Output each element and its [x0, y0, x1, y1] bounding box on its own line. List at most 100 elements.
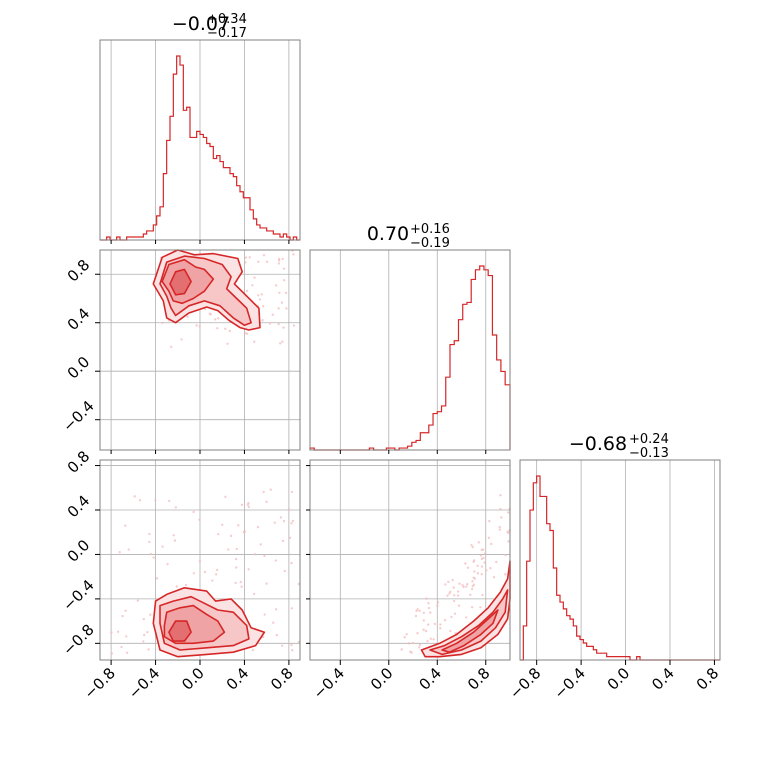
scatter-point: [224, 327, 227, 331]
scatter-point: [252, 592, 256, 596]
xtick-label: −0.4: [550, 664, 588, 702]
scatter-point: [407, 642, 411, 645]
scatter-point: [449, 590, 452, 593]
scatter-point: [418, 643, 422, 647]
scatter-point: [465, 616, 468, 619]
scatter-point: [226, 342, 229, 345]
scatter-point: [180, 338, 183, 341]
scatter-point: [461, 584, 464, 587]
scatter-point: [282, 519, 286, 523]
ytick-label: 0.4: [64, 304, 94, 334]
scatter-point: [479, 554, 483, 557]
scatter-point: [405, 633, 408, 636]
scatter-point: [208, 312, 212, 315]
scatter-point: [450, 615, 453, 619]
scatter-point: [277, 307, 280, 310]
scatter-point: [149, 613, 152, 616]
scatter-point: [290, 607, 293, 610]
scatter-point: [432, 638, 435, 641]
scatter-point: [217, 317, 220, 320]
xtick-label: 0.8: [693, 664, 723, 694]
scatter-point: [439, 623, 442, 626]
scatter-point: [227, 548, 230, 551]
scatter-point: [247, 505, 251, 509]
scatter-point: [265, 260, 269, 264]
scatter-point: [290, 643, 293, 647]
scatter-point: [263, 613, 266, 616]
scatter-point: [429, 637, 433, 640]
scatter-point: [439, 627, 442, 630]
scatter-point: [247, 501, 250, 505]
scatter-point: [251, 648, 255, 652]
scatter-point: [280, 301, 284, 304]
scatter-point: [274, 559, 278, 562]
scatter-point: [198, 518, 201, 521]
scatter-point: [229, 534, 233, 538]
scatter-point: [269, 488, 272, 491]
scatter-point: [427, 601, 430, 605]
scatter-point: [195, 324, 198, 327]
scatter-point: [449, 629, 452, 633]
scatter-point: [452, 586, 455, 589]
scatter-point: [451, 578, 454, 582]
scatter-point: [416, 608, 419, 611]
scatter-point: [495, 560, 498, 564]
panel-frame-2-1: [309, 459, 511, 661]
scatter-point: [127, 548, 130, 551]
scatter-point: [216, 327, 219, 330]
scatter-point: [490, 542, 493, 546]
scatter-point: [253, 553, 257, 556]
scatter-point: [456, 594, 460, 597]
title-param-2-minus: −0.13: [629, 446, 669, 461]
scatter-point: [453, 594, 456, 597]
scatter-point: [242, 530, 246, 534]
scatter-point: [148, 532, 151, 536]
scatter-point: [485, 569, 488, 572]
scatter-point: [110, 652, 114, 655]
scatter-point: [215, 568, 219, 572]
scatter-point: [278, 291, 281, 294]
scatter-point: [118, 551, 121, 554]
scatter-point: [265, 500, 268, 504]
ytick-label: −0.4: [59, 397, 97, 435]
scatter-point: [186, 315, 189, 318]
scatter-point: [161, 321, 164, 325]
scatter-point: [281, 340, 284, 343]
scatter-point: [480, 548, 483, 551]
scatter-point: [154, 499, 157, 502]
scatter-point: [414, 614, 418, 618]
xtick-label: −0.4: [310, 664, 348, 702]
xtick-label: 0.8: [267, 664, 297, 694]
scatter-point: [133, 495, 136, 498]
scatter-point: [237, 524, 240, 527]
scatter-point: [271, 313, 274, 316]
scatter-point: [245, 289, 249, 293]
scatter-point: [244, 256, 248, 259]
scatter-point: [272, 621, 275, 624]
scatter-point: [234, 581, 237, 585]
scatter-point: [292, 324, 296, 327]
scatter-point: [427, 623, 430, 626]
scatter-point: [170, 345, 173, 349]
scatter-point: [285, 307, 288, 310]
ytick-label: 0.8: [64, 256, 94, 286]
scatter-point: [234, 557, 238, 561]
xtick-label: −0.8: [506, 664, 544, 702]
contour-level: [441, 609, 499, 654]
contour-level: [169, 268, 192, 296]
scatter-point: [136, 599, 140, 602]
scatter-point: [168, 499, 171, 503]
contour-level: [168, 620, 192, 642]
ytick-label: 0.8: [64, 447, 94, 477]
scatter-point: [138, 498, 142, 502]
xtick-label: 0.4: [416, 664, 446, 694]
xtick-label: 0.4: [648, 664, 678, 694]
scatter-point: [500, 516, 503, 519]
scatter-point: [458, 582, 461, 585]
scatter-point: [473, 570, 476, 573]
scatter-point: [257, 260, 260, 264]
scatter-point: [198, 560, 202, 563]
scatter-point: [498, 525, 501, 529]
scatter-point: [121, 614, 124, 618]
scatter-point: [481, 593, 484, 597]
